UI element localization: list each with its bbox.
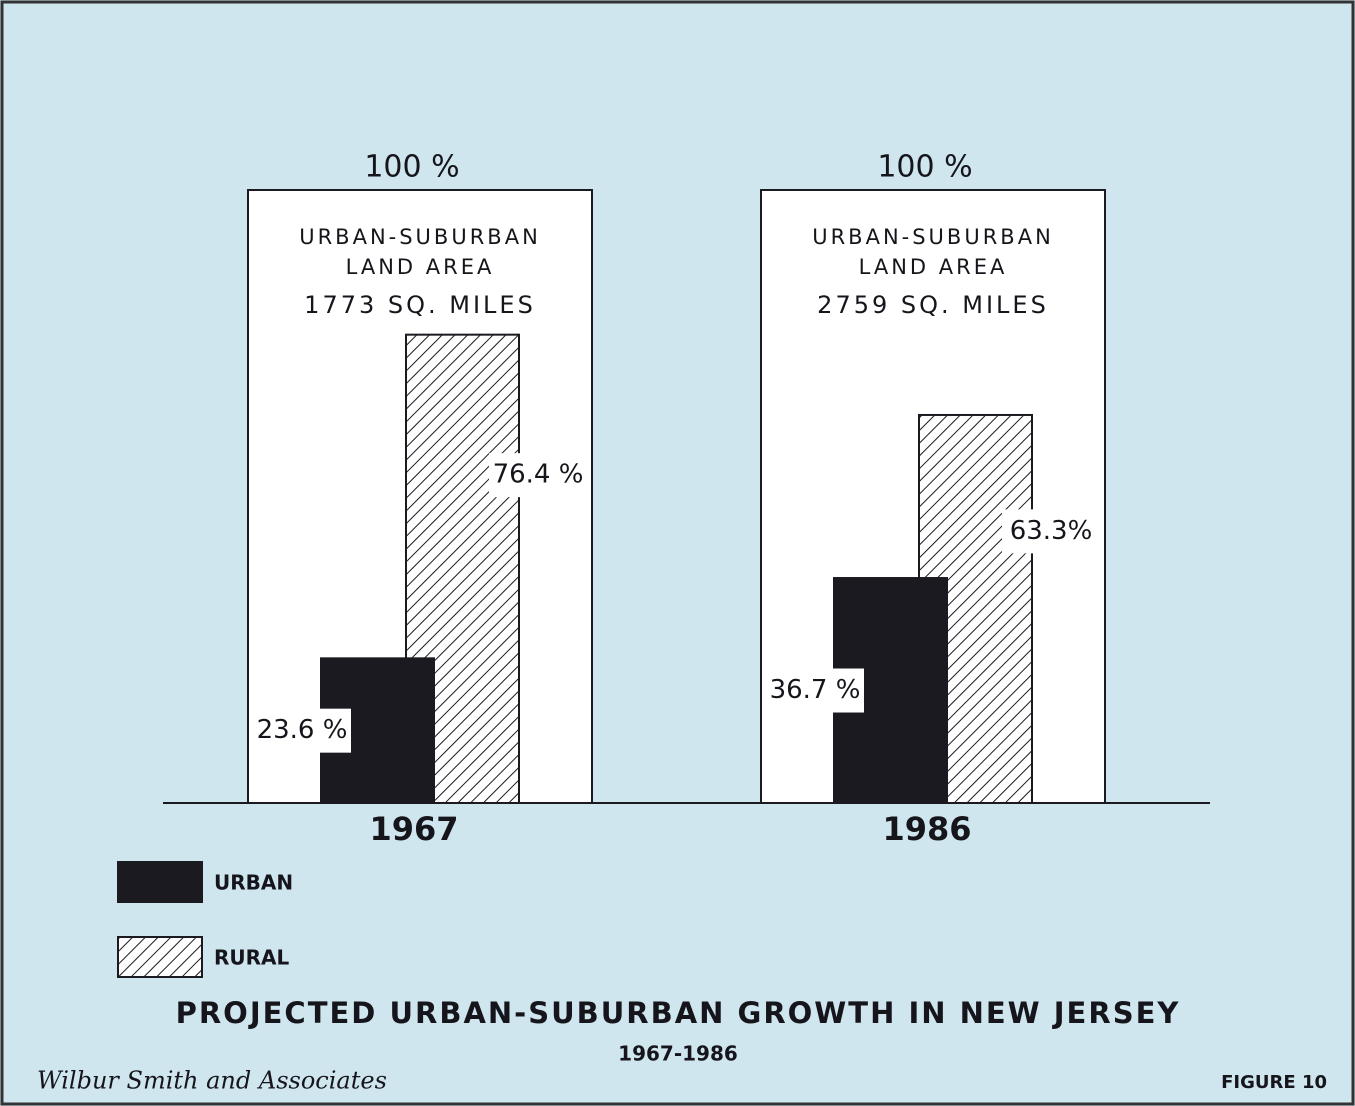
- box-annotation: URBAN-SUBURBAN: [299, 225, 541, 249]
- value-label: 63.3%: [1010, 516, 1093, 546]
- figure-number: FIGURE 10: [1221, 1072, 1327, 1093]
- value-label: 36.7 %: [770, 675, 861, 705]
- x-tick-label: 1967: [369, 810, 458, 848]
- legend-swatch: [117, 861, 203, 903]
- footer-credit: Wilbur Smith and Associates: [37, 1067, 387, 1095]
- chart-subtitle: 1967-1986: [618, 1042, 738, 1066]
- legend-label: URBAN: [214, 871, 293, 895]
- value-label-box: [1002, 509, 1100, 554]
- x-tick-label: 1986: [882, 810, 971, 848]
- value-label-box: [766, 668, 864, 713]
- legend-swatch: [117, 936, 203, 978]
- total-label: 100 %: [364, 150, 459, 185]
- box-annotation: URBAN-SUBURBAN: [812, 225, 1054, 249]
- value-label: 23.6 %: [257, 715, 348, 745]
- chart-title: PROJECTED URBAN-SUBURBAN GROWTH IN NEW J…: [176, 996, 1181, 1030]
- value-label-box: [253, 708, 351, 753]
- value-label: 76.4 %: [493, 460, 584, 490]
- box-annotation: LAND AREA: [859, 255, 1008, 279]
- box-annotation: LAND AREA: [346, 255, 495, 279]
- box-annotation: 2759 SQ. MILES: [817, 291, 1049, 319]
- total-label: 100 %: [877, 150, 972, 185]
- box-annotation: 1773 SQ. MILES: [304, 291, 536, 319]
- legend-label: RURAL: [214, 946, 290, 970]
- value-label-box: [489, 453, 587, 498]
